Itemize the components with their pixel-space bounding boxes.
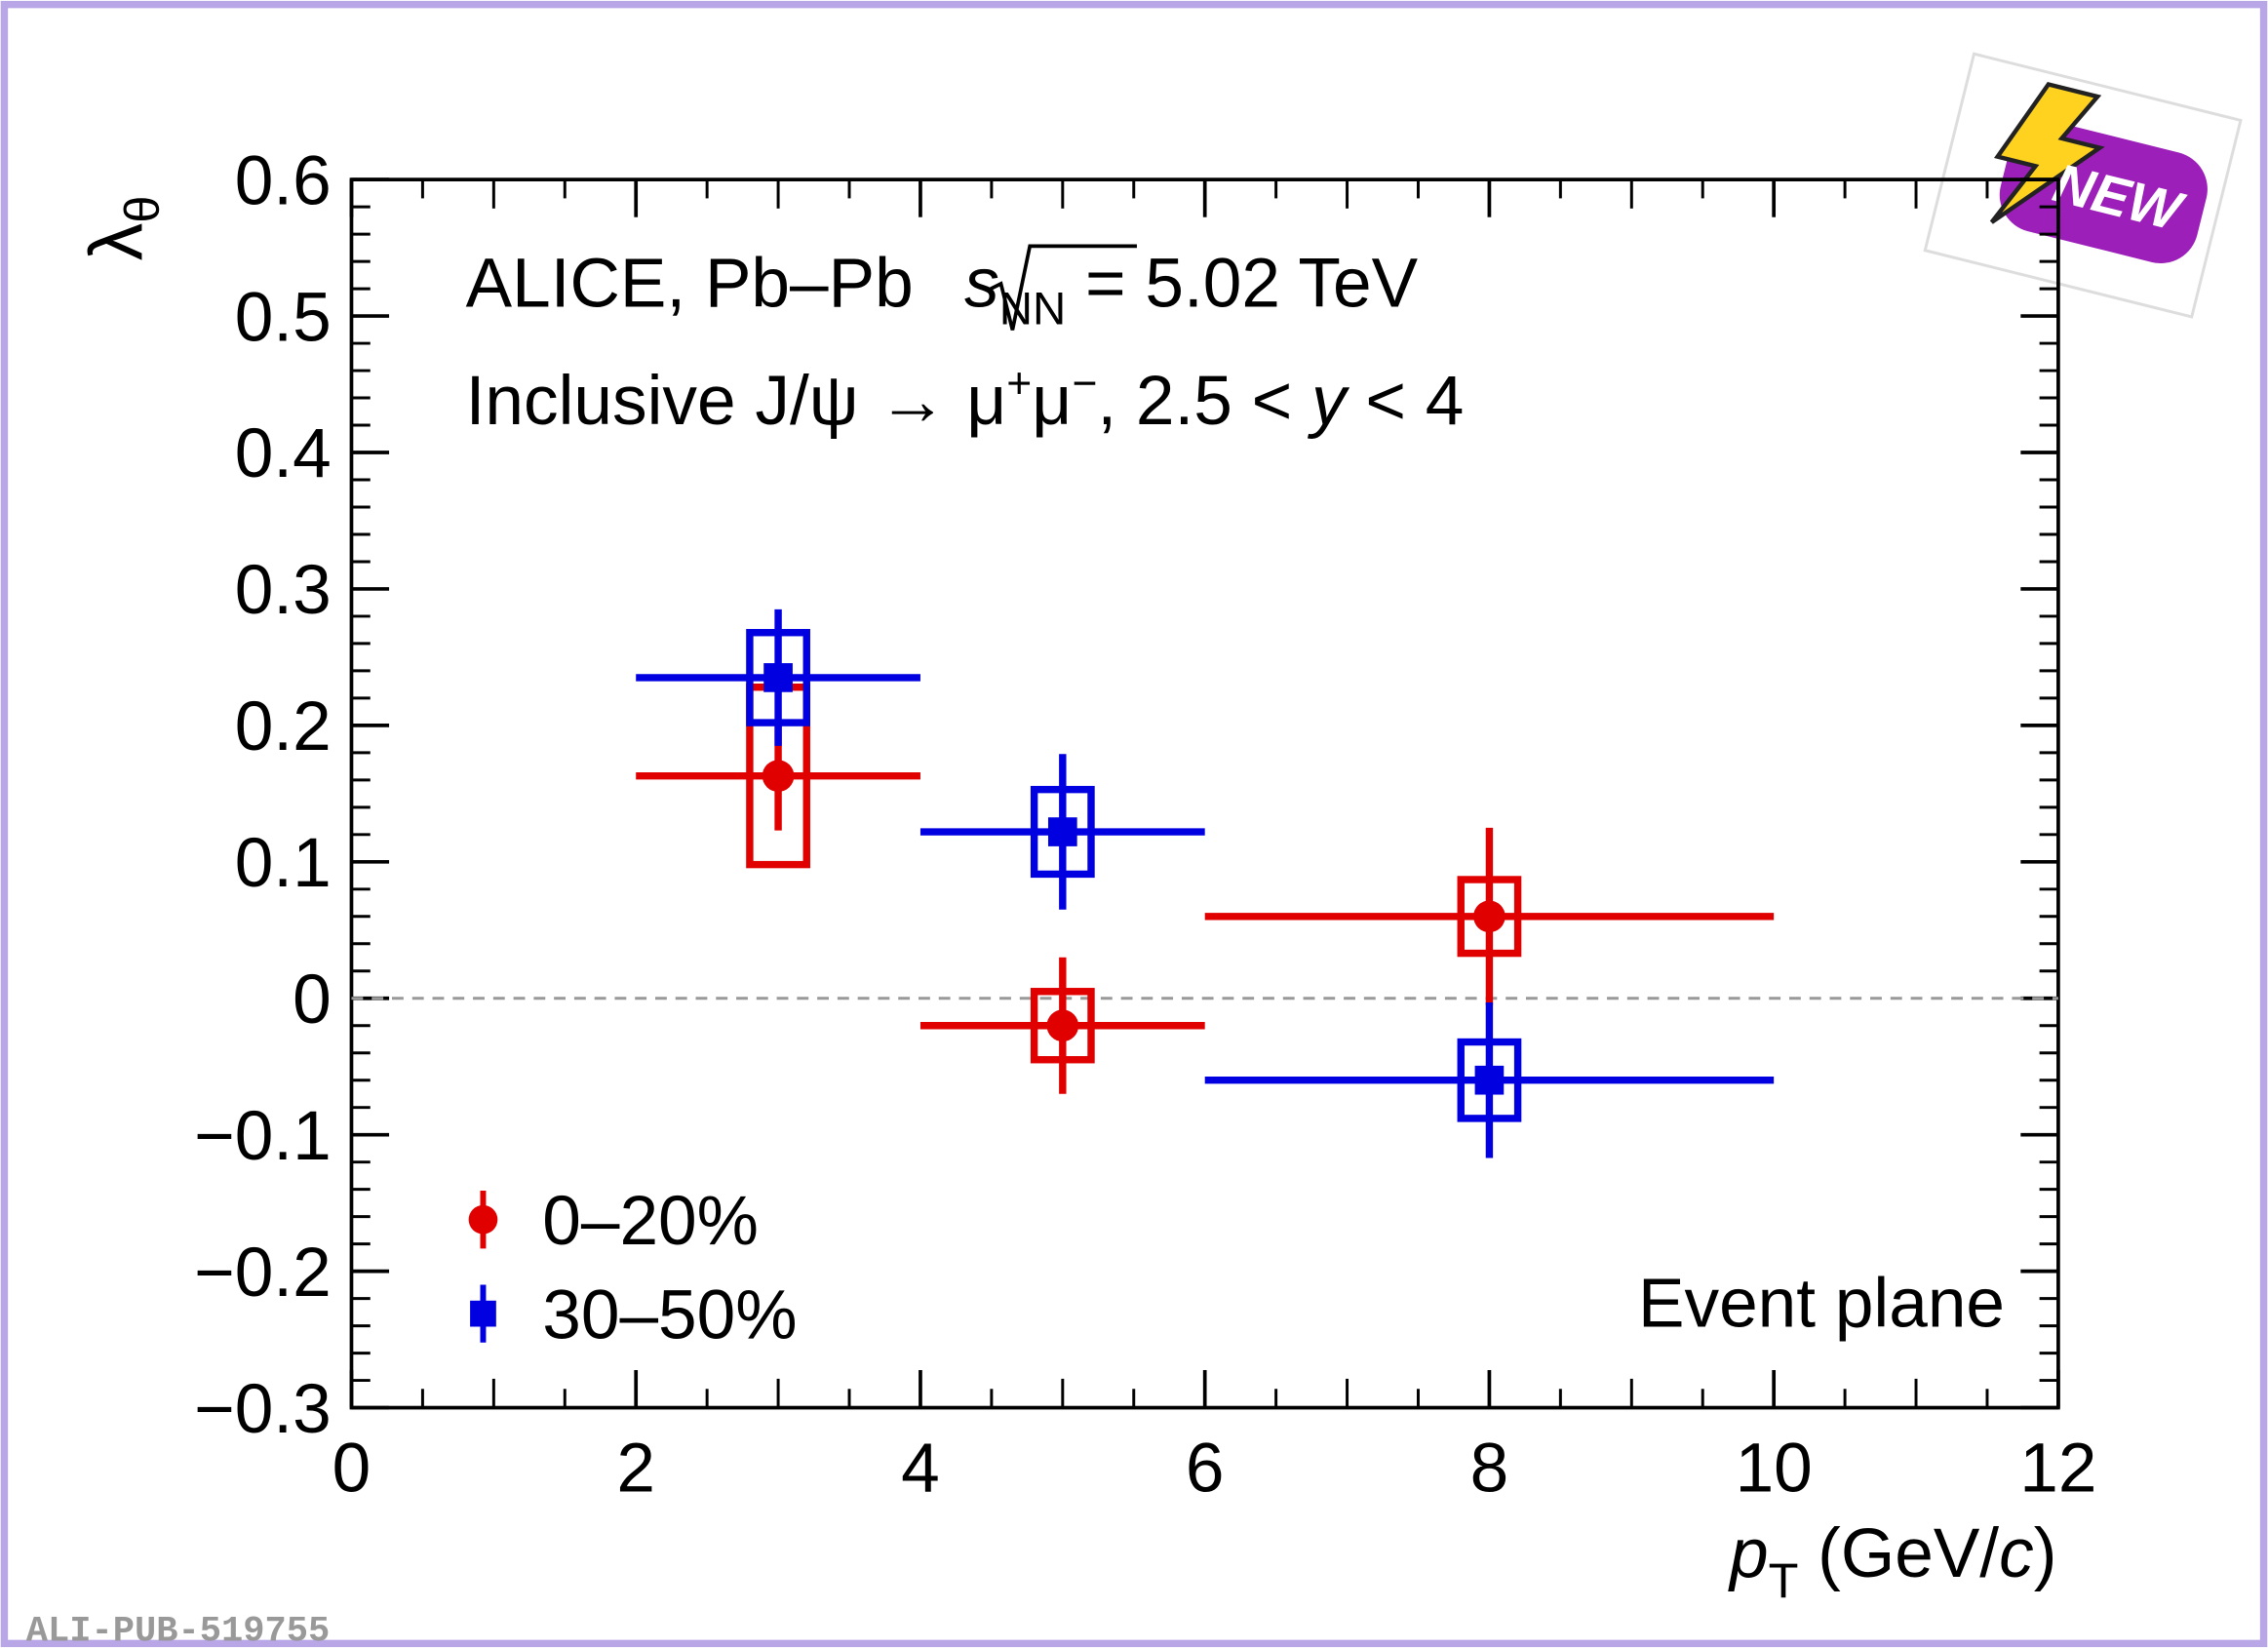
y-tick-label: 0.3 [235, 552, 332, 629]
marker [763, 663, 793, 692]
x-tick-label: 2 [616, 1431, 655, 1508]
x-tick-label: 4 [901, 1431, 940, 1508]
annotation-part: y [1307, 363, 1350, 440]
y-tick-label: 0.1 [235, 825, 332, 902]
y-label-part: λ [74, 223, 158, 261]
syst-error-box [1030, 988, 1095, 1064]
marker [1474, 1065, 1505, 1095]
annotation-part: + [1006, 360, 1032, 408]
marker [1046, 1009, 1079, 1042]
legend-label: 0–20% [542, 1183, 759, 1260]
annotation-part: , 2.5 < [1097, 363, 1311, 440]
syst-error-box [1030, 785, 1095, 879]
y-tick-label: 0.6 [235, 142, 332, 219]
sqrt-sign [988, 244, 1137, 331]
x-label-part: (GeV/ [1798, 1515, 1999, 1592]
marker [762, 760, 795, 792]
x-tick-label: 12 [2019, 1431, 2096, 1508]
x-label-part: T [1769, 1552, 1799, 1608]
x-tick-label: 6 [1186, 1431, 1225, 1508]
annotation-part: NN [999, 283, 1067, 334]
x-tick-label: 0 [332, 1431, 371, 1508]
new-badge: NEW [1923, 52, 2243, 319]
y-tick-label: −0.1 [194, 1098, 332, 1175]
legend-marker [470, 1300, 496, 1327]
annotation-part: < 4 [1347, 363, 1465, 440]
annotation-part: μ [1032, 363, 1072, 440]
legend-label: 30–50% [542, 1276, 797, 1354]
annotation-part: − [1072, 360, 1097, 408]
y-label-part: θ [114, 196, 170, 223]
x-tick-label: 10 [1736, 1431, 1813, 1508]
x-label-part: c [1999, 1515, 2034, 1592]
x-axis-label: pT (GeV/c) [1728, 1515, 2056, 1608]
annotation-part: ALICE, Pb–Pb [466, 246, 933, 323]
x-label-part: p [1728, 1515, 1769, 1592]
annotation: ALICE, Pb–Pb sNN = 5.02 TeV [466, 246, 1419, 335]
y-tick-label: −0.3 [194, 1371, 332, 1448]
annotation: Inclusive J/ψ → μ+μ−, 2.5 < y < 4 [466, 360, 1465, 440]
annotation-part: Inclusive J/ψ → μ [466, 363, 1007, 440]
syst-error-box [1457, 1038, 1522, 1122]
legend-marker [468, 1204, 498, 1235]
syst-error-box [1457, 876, 1522, 958]
y-tick-label: 0.2 [235, 688, 332, 765]
marker [1047, 817, 1077, 846]
syst-error-box [746, 629, 810, 726]
annotation-part: s [964, 246, 999, 323]
y-tick-label: −0.2 [194, 1235, 332, 1312]
y-tick-label: 0 [293, 961, 332, 1039]
x-tick-label: 8 [1470, 1431, 1509, 1508]
x-label-part: ) [2034, 1515, 2057, 1592]
footer: ALI-PUB-519755 [26, 1611, 331, 1648]
annotation-part: = 5.02 TeV [1066, 246, 1418, 323]
lightning [1989, 81, 2105, 224]
note: Event plane [1638, 1265, 2005, 1342]
y-tick-label: 0.5 [235, 279, 332, 356]
y-tick-label: 0.4 [235, 415, 332, 492]
marker [1473, 900, 1505, 933]
y-axis-label: λθ [74, 196, 170, 261]
